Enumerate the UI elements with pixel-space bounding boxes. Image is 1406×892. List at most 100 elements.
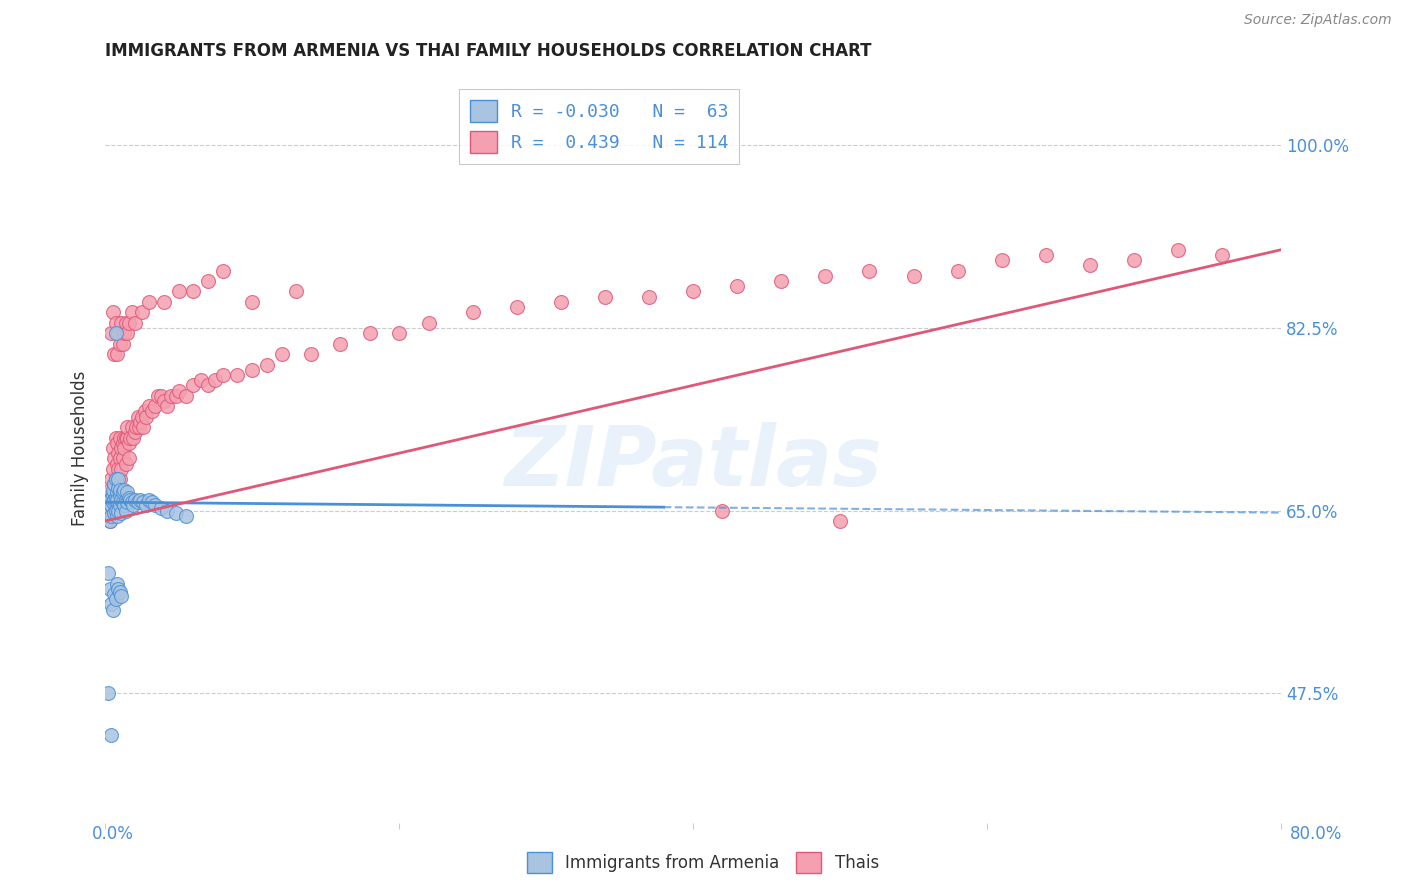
Point [329, 336, 352, 351]
Point [101, 483, 124, 497]
Point [107, 582, 129, 596]
Point [190, 373, 212, 387]
Point [100, 326, 122, 341]
Point [165, 506, 187, 520]
Point [108, 499, 131, 513]
Point [388, 326, 411, 341]
Point [107, 326, 129, 341]
Point [131, 409, 153, 424]
Point [110, 441, 132, 455]
Point [104, 592, 127, 607]
Point [141, 404, 163, 418]
Point [160, 389, 183, 403]
Point [110, 462, 132, 476]
Point [104, 430, 127, 444]
Point [98, 493, 121, 508]
Point [1123, 253, 1146, 268]
Point [197, 378, 219, 392]
Point [135, 499, 157, 513]
Point [117, 326, 139, 341]
Point [111, 484, 134, 499]
Point [138, 399, 160, 413]
Point [100, 508, 122, 523]
Point [124, 493, 146, 508]
Point [104, 326, 127, 341]
Point [211, 263, 233, 277]
Point [97, 503, 120, 517]
Text: 80.0%: 80.0% [1291, 825, 1343, 843]
Point [103, 493, 125, 508]
Point [103, 347, 125, 361]
Point [108, 483, 131, 497]
Point [100, 493, 122, 508]
Point [98, 483, 121, 497]
Point [129, 415, 152, 429]
Point [143, 399, 166, 413]
Point [110, 506, 132, 520]
Point [299, 347, 322, 361]
Point [117, 484, 139, 499]
Point [105, 435, 128, 450]
Point [101, 602, 124, 616]
Point [108, 336, 131, 351]
Point [114, 430, 136, 444]
Point [104, 491, 127, 505]
Point [128, 420, 150, 434]
Point [134, 404, 156, 418]
Point [107, 481, 129, 495]
Point [111, 336, 134, 351]
Point [101, 462, 124, 476]
Point [108, 451, 131, 466]
Point [550, 294, 572, 309]
Point [167, 384, 190, 398]
Point [120, 430, 142, 444]
Point [98, 514, 121, 528]
Point [204, 373, 226, 387]
Point [124, 316, 146, 330]
Point [143, 499, 166, 513]
Point [156, 503, 179, 517]
Point [125, 420, 148, 434]
Point [211, 368, 233, 382]
Point [146, 389, 169, 403]
Point [461, 305, 484, 319]
Point [110, 589, 132, 603]
Point [100, 472, 122, 486]
Point [359, 326, 381, 341]
Point [141, 495, 163, 509]
Point [104, 472, 127, 486]
Point [990, 253, 1012, 268]
Point [114, 316, 136, 330]
Point [105, 495, 128, 509]
Point [97, 566, 120, 581]
Point [112, 326, 135, 341]
Point [97, 686, 120, 700]
Point [105, 493, 128, 508]
Text: ZIPatlas: ZIPatlas [505, 423, 882, 503]
Point [120, 493, 142, 508]
Point [100, 728, 122, 742]
Point [121, 305, 143, 319]
Point [114, 457, 136, 471]
Text: Source: ZipAtlas.com: Source: ZipAtlas.com [1244, 13, 1392, 28]
Point [138, 294, 160, 309]
Point [112, 441, 135, 455]
Point [127, 409, 149, 424]
Point [98, 514, 121, 528]
Point [118, 316, 141, 330]
Point [105, 508, 128, 523]
Point [118, 451, 141, 466]
Legend: Immigrants from Armenia, Thais: Immigrants from Armenia, Thais [520, 846, 886, 880]
Point [114, 493, 136, 508]
Point [108, 488, 131, 502]
Text: 0.0%: 0.0% [91, 825, 134, 843]
Point [101, 441, 124, 455]
Point [770, 274, 793, 288]
Point [153, 294, 176, 309]
Point [117, 430, 139, 444]
Point [132, 420, 155, 434]
Point [122, 499, 145, 513]
Point [104, 493, 127, 508]
Point [112, 483, 135, 497]
Point [903, 268, 925, 283]
